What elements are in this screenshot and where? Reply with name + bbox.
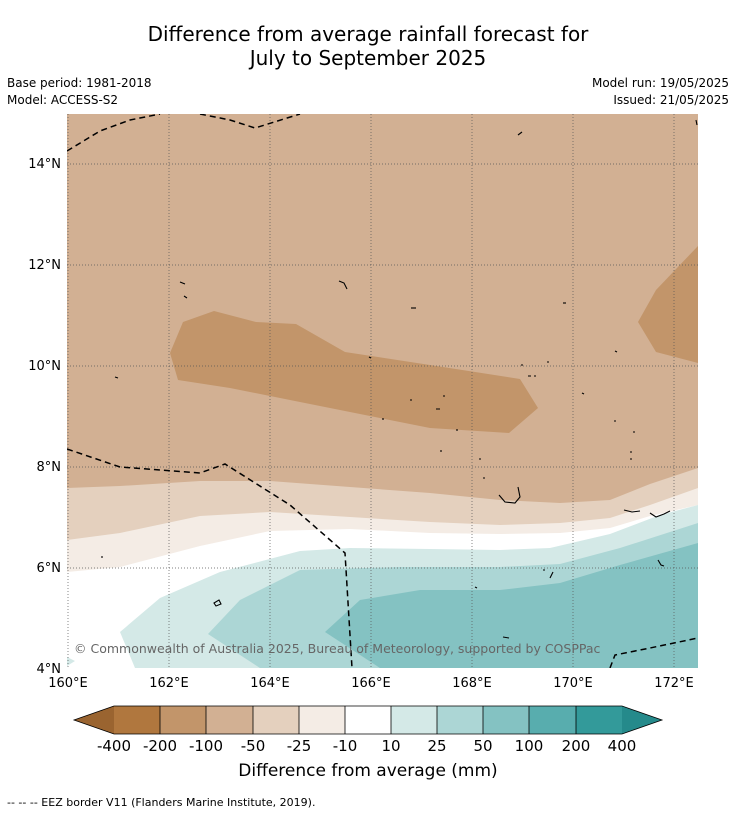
legend-swatch <box>299 706 345 734</box>
islands <box>101 119 698 639</box>
legend-tick-label: 400 <box>608 737 637 755</box>
island <box>581 392 585 395</box>
base-period: Base period: 1981-2018 <box>7 76 152 90</box>
legend-tick-label: -400 <box>97 737 131 755</box>
lat-label: 4°N <box>37 662 62 677</box>
legend-title: Difference from average (mm) <box>238 761 498 781</box>
map-title: Difference from average rainfall forecas… <box>0 22 736 70</box>
lon-label: 164°E <box>250 676 290 691</box>
lon-label: 170°E <box>553 676 593 691</box>
lon-label: 166°E <box>351 676 391 691</box>
island <box>543 569 554 579</box>
band-50-100 <box>325 543 698 668</box>
eez-borders <box>67 114 698 668</box>
copyright-watermark: © Commonwealth of Australia 2025, Bureau… <box>74 641 600 656</box>
meta-left: Base period: 1981-2018 Model: ACCESS-S2 <box>7 75 152 109</box>
island <box>517 131 523 136</box>
island <box>614 420 635 433</box>
island <box>521 361 549 377</box>
legend-arrow-low <box>74 706 114 734</box>
legend-tick-label: -10 <box>333 737 358 755</box>
legend-swatch <box>160 706 206 734</box>
legend-swatch <box>437 706 483 734</box>
legend-swatch <box>206 706 253 734</box>
island <box>338 280 348 290</box>
lat-label: 14°N <box>28 157 61 172</box>
legend-swatch <box>114 706 160 734</box>
lat-label: 8°N <box>37 460 62 475</box>
longitude-labels: 160°E 162°E 164°E 166°E 168°E 170°E 172°… <box>48 676 694 691</box>
lat-label: 10°N <box>28 359 61 374</box>
legend-tick-label: 10 <box>381 737 400 755</box>
legend-tick-label: -50 <box>241 737 266 755</box>
model-run: Model run: 19/05/2025 <box>591 76 729 90</box>
legend-tick-labels: -400 -200 -100 -50 -25 -10 10 25 50 100 … <box>97 737 636 755</box>
legend-swatch <box>529 706 576 734</box>
issued-date: Issued: 21/05/2025 <box>613 93 729 107</box>
legend-tick-label: -25 <box>287 737 312 755</box>
band-200-100-right <box>638 246 698 363</box>
eez-border-west <box>67 448 353 668</box>
legend-tick-label: 25 <box>427 737 446 755</box>
island <box>479 458 485 479</box>
legend-tick-label: 100 <box>515 737 544 755</box>
island <box>213 599 222 607</box>
band-10-25-patch <box>67 657 75 666</box>
legend-colorbar: -400 -200 -100 -50 -25 -10 10 25 50 100 … <box>72 705 664 755</box>
island <box>657 559 665 567</box>
island <box>179 281 188 299</box>
map-plot-area: © Commonwealth of Australia 2025, Bureau… <box>67 114 698 668</box>
band-200-100-central <box>170 311 538 433</box>
legend-swatch <box>253 706 299 734</box>
lon-label: 162°E <box>149 676 189 691</box>
title-line-1: Difference from average rainfall forecas… <box>147 22 589 46</box>
island <box>695 119 698 126</box>
legend-tick-marks <box>159 706 577 734</box>
model-name: Model: ACCESS-S2 <box>7 93 119 107</box>
title-line-2: July to September 2025 <box>249 46 487 70</box>
legend-tick-label: 200 <box>562 737 591 755</box>
eez-footnote: -- -- -- EEZ border V11 (Flanders Marine… <box>7 796 316 809</box>
island <box>614 350 618 353</box>
island <box>623 509 671 518</box>
lon-label: 168°E <box>452 676 492 691</box>
island <box>114 376 119 379</box>
island <box>630 451 632 460</box>
lat-label: 6°N <box>37 561 62 576</box>
island <box>474 586 478 589</box>
island <box>368 356 372 359</box>
legend-tick-label: -200 <box>143 737 177 755</box>
latitude-labels: 14°N 12°N 10°N 8°N 6°N 4°N <box>28 157 61 677</box>
legend-tick-label: 50 <box>473 737 492 755</box>
meta-right: Model run: 19/05/2025 Issued: 21/05/2025 <box>592 75 729 109</box>
legend-tick-label: -100 <box>189 737 223 755</box>
island <box>502 636 510 639</box>
map-grid <box>67 114 698 668</box>
lat-label: 12°N <box>28 258 61 273</box>
eez-border-southeast <box>609 637 698 668</box>
island <box>410 395 445 410</box>
legend-swatch <box>576 706 622 734</box>
lon-label: 160°E <box>48 676 88 691</box>
island <box>498 486 521 504</box>
lon-label: 172°E <box>654 676 694 691</box>
legend-arrow-high <box>622 706 662 734</box>
legend-swatch <box>345 706 391 734</box>
legend-swatch <box>391 706 437 734</box>
legend-outline <box>72 705 664 735</box>
legend-swatch <box>483 706 529 734</box>
eez-border-north <box>67 114 301 152</box>
